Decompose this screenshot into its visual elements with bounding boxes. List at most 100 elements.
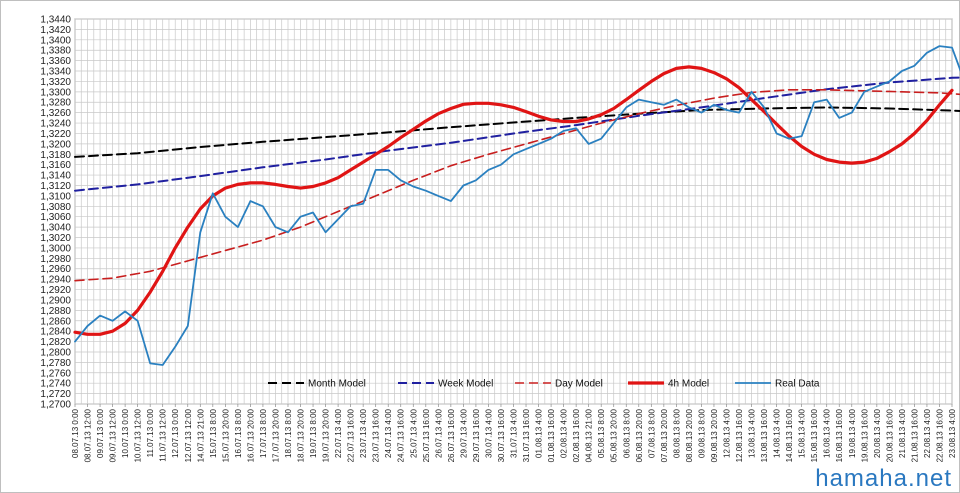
- y-tick-label: 1,2920: [40, 285, 71, 296]
- x-tick-label: 22.08.13 4:00: [923, 408, 932, 457]
- x-tick-label: 29.07.13 4:00: [459, 408, 468, 457]
- x-tick-label: 08.07.13 0:00: [71, 408, 80, 457]
- x-tick-label: 17.07.13 20:00: [271, 408, 280, 462]
- x-tick-label: 16.07.13 20:00: [246, 408, 255, 462]
- x-tick-label: 01.08.13 4:00: [535, 408, 544, 457]
- x-tick-label: 18.07.13 20:00: [297, 408, 306, 462]
- y-tick-label: 1,3060: [40, 212, 71, 223]
- x-tick-label: 07.08.13 8:00: [647, 408, 656, 457]
- x-tick-label: 02.08.13 4:00: [560, 408, 569, 457]
- x-tick-label: 09.08.13 20:00: [710, 408, 719, 462]
- y-tick-label: 1,3320: [40, 77, 71, 88]
- y-tick-label: 1,3340: [40, 67, 71, 78]
- x-tick-label: 08.08.13 20:00: [685, 408, 694, 462]
- x-tick-label: 19.08.13 4:00: [848, 408, 857, 457]
- x-tick-label: 22.07.13 4:00: [334, 408, 343, 457]
- y-tick-label: 1,3360: [40, 56, 71, 67]
- y-tick-label: 1,2900: [40, 295, 71, 306]
- x-tick-label: 19.07.13 8:00: [309, 408, 318, 457]
- y-tick-label: 1,2980: [40, 254, 71, 265]
- y-tick-label: 1,2760: [40, 368, 71, 379]
- y-tick-label: 1,3080: [40, 202, 71, 213]
- y-tick-label: 1,2700: [40, 400, 71, 411]
- legend-label: 4h Model: [668, 379, 709, 390]
- y-tick-label: 1,3200: [40, 139, 71, 150]
- x-tick-label: 23.07.13 4:00: [359, 408, 368, 457]
- series-group: [73, 45, 960, 366]
- y-tick-label: 1,2860: [40, 316, 71, 327]
- y-tick-label: 1,2720: [40, 389, 71, 400]
- y-tick-label: 1,2960: [40, 264, 71, 275]
- y-tick-label: 1,3280: [40, 98, 71, 109]
- x-tick-label: 30.07.13 4:00: [484, 408, 493, 457]
- x-tick-label: 26.07.13 4:00: [434, 408, 443, 457]
- x-tick-label: 16.08.13 16:00: [835, 408, 844, 462]
- x-tick-label: 22.08.13 16:00: [935, 408, 944, 462]
- x-tick-label: 04.08.13 21:00: [585, 408, 594, 462]
- x-tick-label: 07.08.13 20:00: [660, 408, 669, 462]
- x-tick-label: 11.07.13 0:00: [146, 408, 155, 457]
- y-tick-label: 1,2780: [40, 358, 71, 369]
- x-tick-label: 01.08.13 16:00: [547, 408, 556, 462]
- series-day-model: [74, 89, 960, 282]
- x-tick-label: 24.07.13 16:00: [397, 408, 406, 462]
- x-tick-label: 09.08.13 8:00: [697, 408, 706, 457]
- y-tick-label: 1,3000: [40, 243, 71, 254]
- x-tick-label: 06.08.13 20:00: [635, 408, 644, 462]
- y-tick-label: 1,3020: [40, 233, 71, 244]
- x-tick-label: 12.07.13 0:00: [171, 408, 180, 457]
- x-tick-label: 19.08.13 16:00: [860, 408, 869, 462]
- x-tick-label: 12.08.13 16:00: [735, 408, 744, 462]
- x-tick-label: 15.07.13 8:00: [209, 408, 218, 457]
- x-tick-label: 13.08.13 4:00: [748, 408, 757, 457]
- x-tick-label: 21.08.13 4:00: [898, 408, 907, 457]
- x-tick-label: 12.07.13 12:00: [184, 408, 193, 462]
- series-week-model: [74, 76, 960, 192]
- x-tick-label: 06.08.13 8:00: [622, 408, 631, 457]
- x-tick-label: 05.08.13 8:00: [597, 408, 606, 457]
- x-tick-label: 18.07.13 8:00: [284, 408, 293, 457]
- legend-label: Day Model: [555, 379, 603, 390]
- x-tick-label: 19.07.13 20:00: [322, 408, 331, 462]
- x-tick-label: 14.08.13 4:00: [773, 408, 782, 457]
- x-tick-label: 09.07.13 0:00: [96, 408, 105, 457]
- x-tick-label: 25.07.13 4:00: [409, 408, 418, 457]
- y-tick-label: 1,2840: [40, 327, 71, 338]
- x-tick-label: 26.07.13 16:00: [447, 408, 456, 462]
- x-tick-label: 14.07.13 21:00: [196, 408, 205, 462]
- y-tick-label: 1,3440: [40, 15, 71, 26]
- y-tick-label: 1,3420: [40, 25, 71, 36]
- x-tick-label: 08.07.13 12:00: [84, 408, 93, 462]
- x-tick-label: 29.07.13 16:00: [472, 408, 481, 462]
- legend: Month Model Week Model Day Model 4h Model Re…: [268, 379, 820, 390]
- x-tick-label: 10.07.13 0:00: [121, 408, 130, 457]
- x-tick-label: 10.07.13 12:00: [134, 408, 143, 462]
- x-tick-label: 05.08.13 20:00: [610, 408, 619, 462]
- y-tick-label: 1,2880: [40, 306, 71, 317]
- y-tick-label: 1,3400: [40, 35, 71, 46]
- x-tick-label: 15.08.13 4:00: [798, 408, 807, 457]
- x-tick-label: 25.07.13 16:00: [422, 408, 431, 462]
- x-tick-label: 31.07.13 16:00: [522, 408, 531, 462]
- x-tick-label: 23.07.13 16:00: [372, 408, 381, 462]
- y-tick-label: 1,3380: [40, 46, 71, 57]
- x-tick-label: 15.08.13 16:00: [810, 408, 819, 462]
- y-tick-label: 1,2940: [40, 275, 71, 286]
- y-tick-label: 1,2800: [40, 347, 71, 358]
- y-tick-label: 1,3160: [40, 160, 71, 171]
- x-tick-label: 02.08.13 16:00: [572, 408, 581, 462]
- x-tick-label: 24.07.13 4:00: [384, 408, 393, 457]
- y-tick-label: 1,2740: [40, 379, 71, 390]
- x-tick-label: 11.07.13 12:00: [159, 408, 168, 461]
- legend-label: Real Data: [775, 379, 820, 390]
- y-tick-label: 1,3180: [40, 150, 71, 161]
- y-tick-label: 1,3300: [40, 87, 71, 98]
- y-tick-label: 1,3140: [40, 171, 71, 182]
- x-tick-label: 23.08.13 4:00: [948, 408, 957, 457]
- x-tick-label: 21.08.13 16:00: [910, 408, 919, 462]
- x-tick-label: 20.08.13 16:00: [885, 408, 894, 462]
- x-tick-label: 08.08.13 8:00: [672, 408, 681, 457]
- x-tick-label: 12.08.13 4:00: [722, 408, 731, 457]
